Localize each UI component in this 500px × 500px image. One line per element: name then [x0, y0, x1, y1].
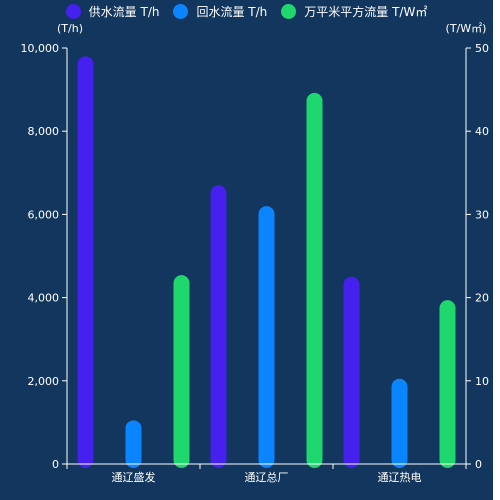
x-tick-label: 通辽盛发 — [112, 470, 156, 484]
bars — [67, 56, 466, 468]
legend-item-return[interactable]: 回水流量 T/h — [173, 3, 267, 20]
legend-label-return: 回水流量 T/h — [196, 5, 268, 19]
x-tick-labels: 通辽盛发 通辽总厂 通辽热电 — [112, 470, 422, 484]
bar — [258, 206, 275, 468]
y-left-tick-label: 2,000 — [28, 375, 60, 388]
bar — [173, 275, 190, 468]
y-left-tick-label: 4,000 — [28, 292, 60, 305]
legend-swatch-return — [173, 4, 189, 19]
edge-strip — [493, 0, 500, 500]
y-right-axis-label: (T/W㎡) — [446, 22, 487, 35]
bar — [391, 378, 408, 468]
y-right-tick-label: 10 — [475, 375, 489, 388]
y-right-tick-label: 0 — [475, 458, 482, 471]
y-left-tick-label: 8,000 — [28, 125, 60, 138]
legend-label-per-area: 万平米平方流量 T/W㎡ — [304, 5, 428, 19]
bar — [77, 56, 94, 468]
axes: 0 2,000 4,000 6,000 8,000 10,000 0 10 20 30 40 50 — [21, 42, 490, 471]
legend-swatch-per-area — [281, 4, 297, 19]
legend: 供水流量 T/h 回水流量 T/h 万平米平方流量 T/W㎡ — [0, 3, 493, 20]
y-right-tick-label: 20 — [475, 292, 489, 305]
x-tick-label: 通辽热电 — [378, 471, 422, 484]
bar — [343, 276, 360, 468]
x-tick-label: 通辽总厂 — [245, 470, 289, 484]
legend-item-supply[interactable]: 供水流量 T/h — [65, 3, 160, 20]
bar — [306, 92, 323, 468]
y-right-tick-label: 50 — [475, 42, 489, 55]
y-right-tick-label: 30 — [475, 208, 489, 221]
legend-swatch-supply — [65, 4, 81, 19]
y-left-tick-label: 6,000 — [28, 208, 60, 221]
y-left-tick-label: 0 — [52, 458, 59, 471]
legend-label-supply: 供水流量 T/h — [88, 5, 160, 19]
bar — [125, 420, 142, 468]
y-left-axis-label: (T/h) — [57, 22, 83, 35]
y-left-tick-label: 10,000 — [21, 42, 60, 55]
bar — [210, 185, 227, 468]
y-right-tick-label: 40 — [475, 125, 489, 138]
bar — [439, 300, 456, 468]
legend-item-per-area[interactable]: 万平米平方流量 T/W㎡ — [281, 3, 427, 20]
